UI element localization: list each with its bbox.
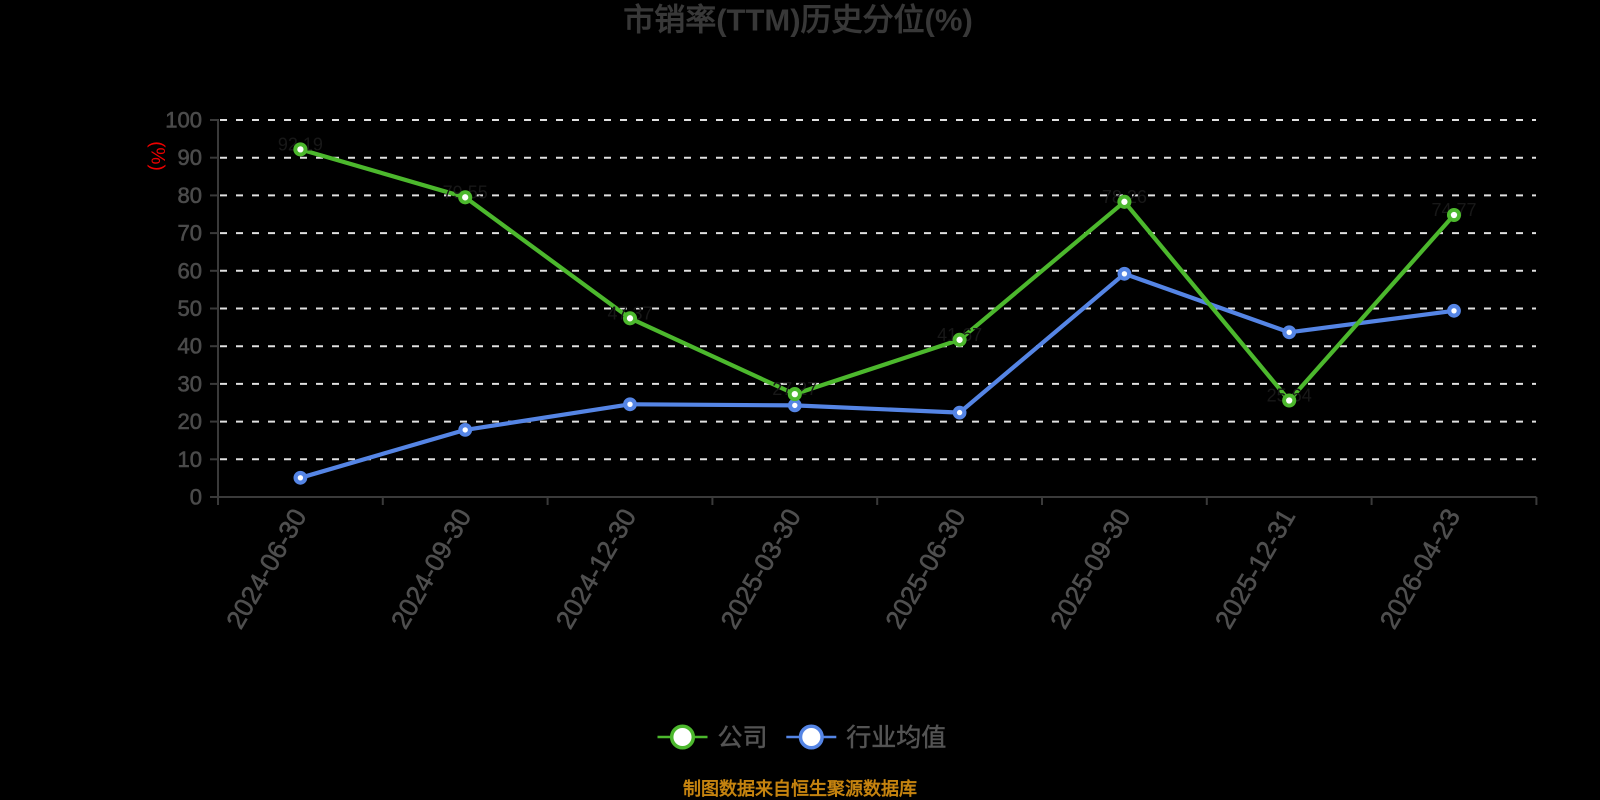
- svg-text:行业均值: 行业均值: [846, 724, 946, 752]
- svg-text:20: 20: [178, 409, 202, 434]
- svg-text:30: 30: [178, 371, 202, 396]
- svg-text:公司: 公司: [718, 724, 768, 752]
- svg-text:70: 70: [178, 221, 202, 246]
- svg-text:制图数据来自恒生聚源数据库: 制图数据来自恒生聚源数据库: [683, 778, 917, 799]
- svg-text:(%): (%): [147, 141, 168, 171]
- svg-text:90: 90: [178, 145, 202, 170]
- svg-text:80: 80: [178, 183, 202, 208]
- svg-text:100: 100: [165, 108, 202, 133]
- svg-text:10: 10: [178, 447, 202, 472]
- svg-text:40: 40: [178, 334, 202, 359]
- svg-text:0: 0: [190, 485, 202, 510]
- svg-text:50: 50: [178, 296, 202, 321]
- svg-text:市销率(TTM)历史分位(%): 市销率(TTM)历史分位(%): [623, 3, 973, 38]
- svg-text:60: 60: [178, 258, 202, 283]
